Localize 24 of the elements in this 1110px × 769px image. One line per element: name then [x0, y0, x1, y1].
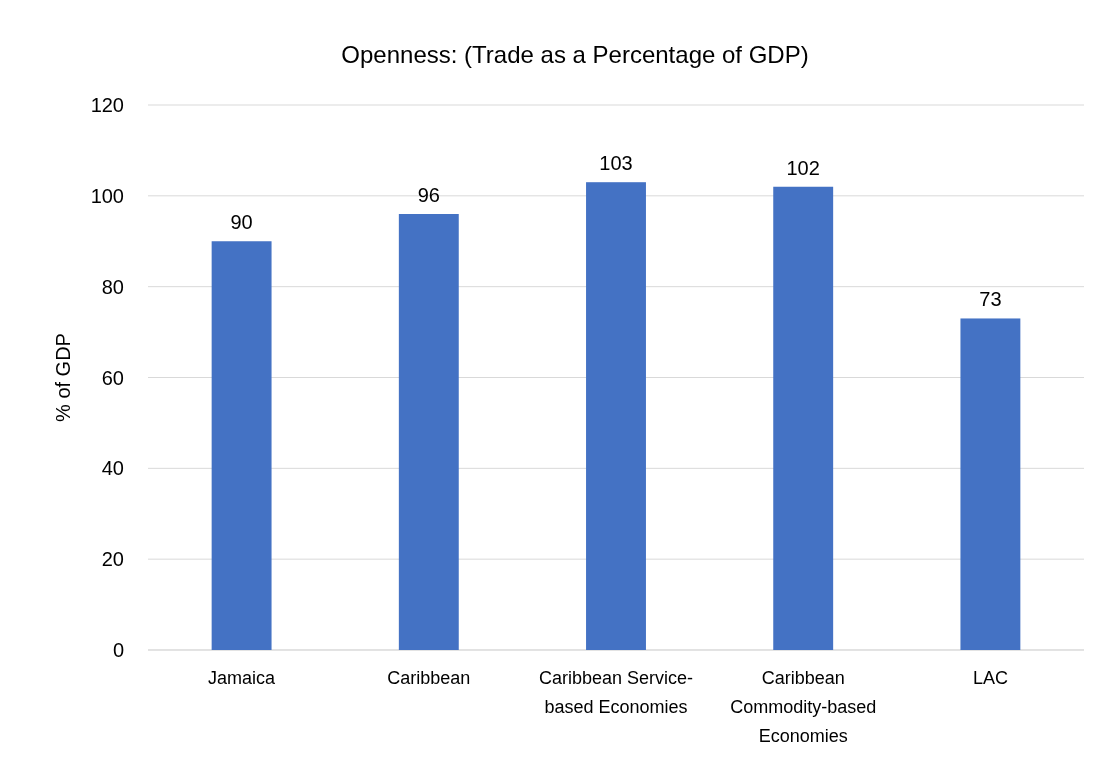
bar: [773, 186, 834, 650]
y-tick-label: 0: [112, 639, 124, 661]
x-tick-label: Jamaica: [208, 668, 277, 688]
y-tick-label: 60: [101, 366, 124, 389]
bar: [960, 318, 1021, 650]
x-tick-label: Caribbean Service-based Economies: [538, 668, 694, 717]
data-label: 96: [417, 184, 440, 206]
bar: [211, 241, 272, 650]
y-tick-label: 100: [90, 184, 124, 207]
data-label: 73: [979, 288, 1002, 311]
chart-title: Openness: (Trade as a Percentage of GDP): [341, 41, 809, 68]
data-label: 90: [230, 211, 253, 234]
data-label: 102: [786, 156, 820, 179]
x-tick-label: LAC: [972, 668, 1008, 688]
y-tick-label: 40: [101, 457, 124, 480]
bar: [586, 182, 646, 650]
data-label: 103: [599, 152, 633, 175]
x-tick-label: Caribbean Commodity-based Economies: [730, 668, 877, 746]
y-tick-label: 120: [90, 94, 124, 116]
bar: [398, 214, 459, 650]
y-tick-label: 20: [101, 548, 124, 571]
y-tick-label: 80: [101, 275, 124, 298]
x-tick-label: Caribbean: [387, 668, 471, 688]
y-axis-title: % of GDP: [52, 333, 74, 422]
